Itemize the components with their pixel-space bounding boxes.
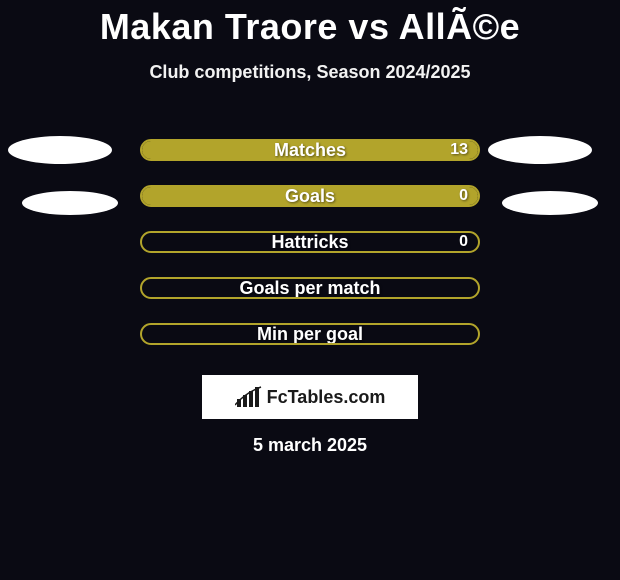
stat-row: Matches 13 xyxy=(0,127,620,173)
bars-chart-icon xyxy=(235,385,263,409)
date-line: 5 march 2025 xyxy=(0,435,620,456)
stat-bar: Hattricks 0 xyxy=(140,231,480,253)
stat-value: 0 xyxy=(459,233,468,251)
stat-label: Goals per match xyxy=(239,278,380,299)
stat-bar: Goals per match xyxy=(140,277,480,299)
stat-bar: Min per goal xyxy=(140,323,480,345)
subtitle: Club competitions, Season 2024/2025 xyxy=(0,62,620,83)
page-title: Makan Traore vs AllÃ©e xyxy=(0,0,620,48)
stat-label: Min per goal xyxy=(257,324,363,345)
logo-box: FcTables.com xyxy=(202,375,418,419)
stat-label: Hattricks xyxy=(271,232,348,253)
stat-row: Goals 0 xyxy=(0,173,620,219)
logo-text: FcTables.com xyxy=(267,387,386,408)
stat-value: 13 xyxy=(450,141,468,159)
stats-chart: Matches 13 Goals 0 Hattricks 0 Goals per match… xyxy=(0,127,620,357)
stat-value: 0 xyxy=(459,187,468,205)
stat-bar: Goals 0 xyxy=(140,185,480,207)
stat-label: Matches xyxy=(274,140,346,161)
stat-bar: Matches 13 xyxy=(140,139,480,161)
stat-row: Min per goal xyxy=(0,311,620,357)
stat-row: Hattricks 0 xyxy=(0,219,620,265)
stat-label: Goals xyxy=(285,186,335,207)
stat-row: Goals per match xyxy=(0,265,620,311)
